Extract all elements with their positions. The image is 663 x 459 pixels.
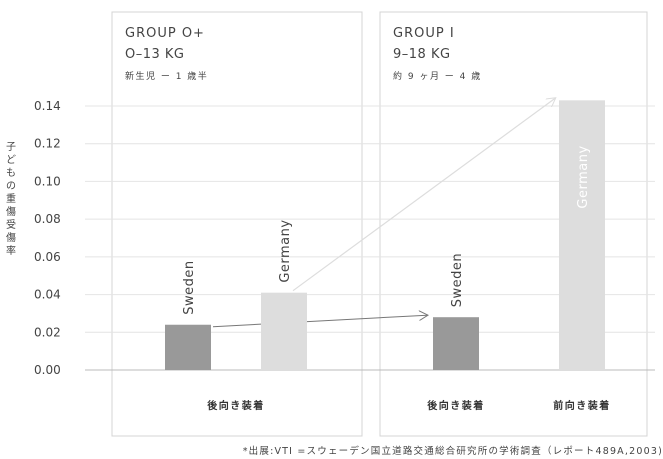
y-tick-label-2: 0.04 [34, 288, 61, 302]
bar-label-g0-sweden: Sweden [182, 260, 197, 314]
y-tick-label-4: 0.08 [34, 212, 61, 226]
bar-g0-sweden [165, 324, 211, 370]
category-label-rear-facing-g0: 後向き装着 [207, 399, 265, 412]
category-label-forward-facing-g1: 前向き装着 [553, 399, 611, 412]
y-tick-label-5: 0.10 [34, 174, 61, 188]
y-tick-label-0: 0.00 [34, 363, 61, 377]
group-0-weight: O–13 KG [125, 47, 185, 62]
arrow-sweden-trend [212, 315, 427, 328]
trend-arrows [212, 98, 555, 328]
bar-label-g1-germany: Germany [576, 145, 591, 208]
y-tick-label-6: 0.12 [34, 137, 61, 151]
group-0-title: GROUP O+ [125, 26, 205, 41]
bar-g0-germany [261, 292, 307, 370]
group-1-age: 約 9 ヶ月 ー 4 歳 [393, 70, 482, 82]
y-axis-label: 子どもの重傷受傷率 [6, 141, 16, 257]
group-1-panel [379, 11, 648, 437]
source-footnote: *出展:VTI =スウェーデン国立道路交通総合研究所の学術調査（レポート489A… [242, 446, 663, 457]
bar-label-g1-sweden: Sweden [450, 253, 465, 307]
arrow-germany-trend [292, 98, 555, 292]
category-label-rear-facing-g1: 後向き装着 [427, 399, 485, 412]
bar-label-g0-germany: Germany [278, 219, 293, 282]
group-0-age: 新生児 ー 1 歳半 [125, 70, 208, 82]
bars: Sweden Germany Sweden Germany [165, 100, 605, 370]
y-tick-label-7: 0.14 [34, 99, 61, 113]
group-1-title: GROUP I [393, 26, 455, 41]
y-tick-label-3: 0.06 [34, 250, 61, 264]
y-axis-ticks: 0.00 0.02 0.04 0.06 0.08 0.10 0.12 0.14 [34, 99, 61, 377]
group-0-panel [111, 11, 363, 437]
group-1-weight: 9–18 KG [393, 47, 451, 62]
bar-g1-germany [559, 100, 605, 370]
y-tick-label-1: 0.02 [34, 325, 61, 339]
bar-g1-sweden [433, 317, 479, 370]
